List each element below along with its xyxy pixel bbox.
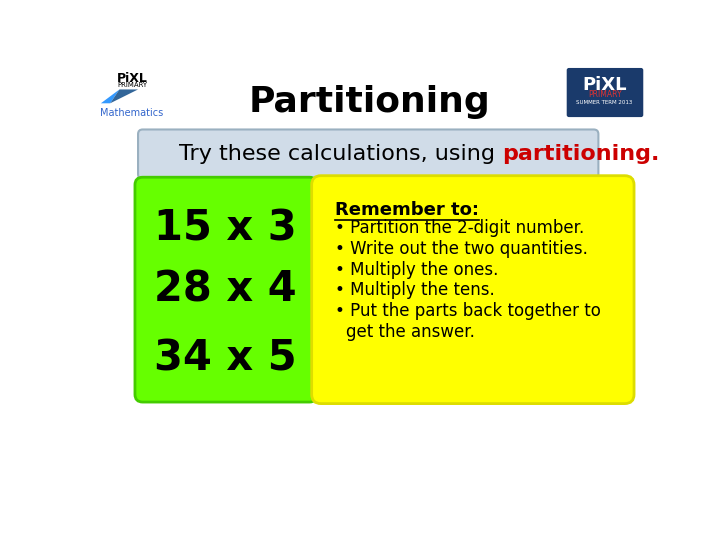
Text: • Write out the two quantities.: • Write out the two quantities. <box>335 240 588 258</box>
Text: Remember to:: Remember to: <box>335 200 479 219</box>
Text: 28 x 4: 28 x 4 <box>154 268 297 310</box>
Text: 15 x 3: 15 x 3 <box>154 207 297 249</box>
Text: 34 x 5: 34 x 5 <box>154 338 297 380</box>
Text: Partitioning: Partitioning <box>248 85 490 119</box>
Polygon shape <box>110 90 138 103</box>
Text: PiXL: PiXL <box>117 72 148 85</box>
Text: SUMMER TERM 2013: SUMMER TERM 2013 <box>577 100 633 105</box>
Text: • Put the parts back together to: • Put the parts back together to <box>335 302 600 320</box>
Text: PiXL: PiXL <box>582 76 627 94</box>
Text: Try these calculations, using: Try these calculations, using <box>179 144 503 164</box>
Text: get the answer.: get the answer. <box>346 323 474 341</box>
FancyBboxPatch shape <box>138 130 598 179</box>
FancyBboxPatch shape <box>567 69 642 117</box>
Polygon shape <box>101 90 120 103</box>
Text: • Partition the 2-digit number.: • Partition the 2-digit number. <box>335 219 584 237</box>
Text: Mathematics: Mathematics <box>100 107 163 118</box>
FancyBboxPatch shape <box>135 177 317 402</box>
FancyBboxPatch shape <box>312 176 634 403</box>
Text: PRIMARY: PRIMARY <box>117 82 148 88</box>
Text: • Multiply the ones.: • Multiply the ones. <box>335 261 498 279</box>
Text: • Multiply the tens.: • Multiply the tens. <box>335 281 495 299</box>
Text: partitioning.: partitioning. <box>503 144 660 164</box>
Text: PRIMARY: PRIMARY <box>588 90 621 99</box>
